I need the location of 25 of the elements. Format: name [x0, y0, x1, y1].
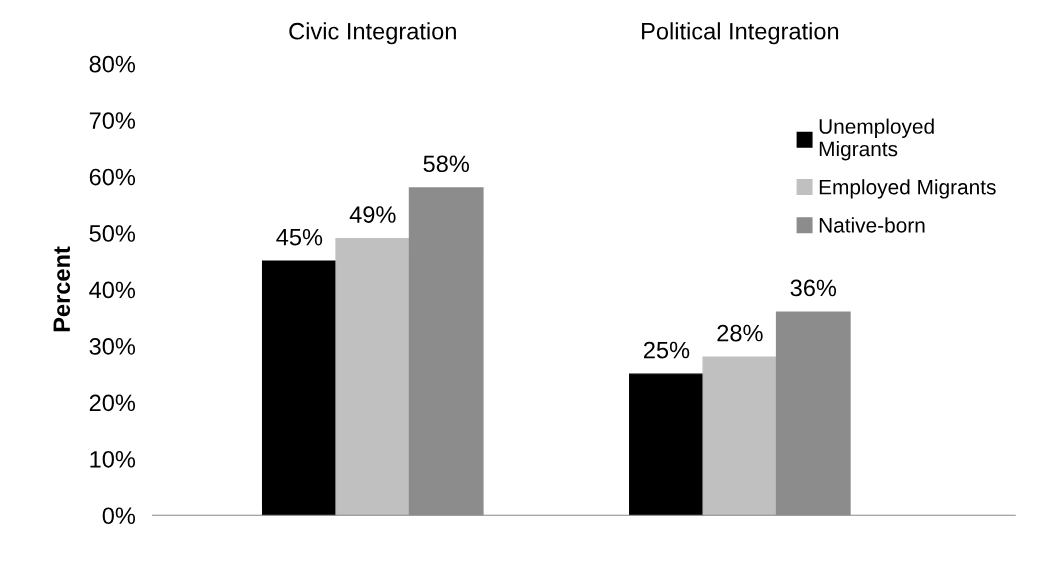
- y-tick-label: 20%: [89, 394, 136, 412]
- bar: [261, 260, 337, 516]
- y-tick-label: 30%: [89, 338, 136, 355]
- data-label: 36%: [790, 279, 837, 297]
- y-axis-title: Percent: [53, 246, 71, 332]
- legend-label: Native-born: [819, 217, 925, 233]
- bar: [702, 356, 778, 516]
- bar: [335, 237, 411, 516]
- data-label: 25%: [644, 341, 690, 359]
- y-tick-label: 10%: [90, 450, 136, 468]
- data-label: 28%: [717, 324, 763, 342]
- y-tick-label: 60%: [89, 168, 136, 186]
- legend-label: Employed Migrants: [819, 179, 996, 199]
- x-tick-label: Civic Integration: [289, 22, 456, 45]
- legend-label: Unemployed Migrants: [819, 118, 934, 161]
- data-label: 45%: [276, 228, 323, 246]
- data-label: 58%: [423, 155, 469, 173]
- x-tick-label: Political Integration: [642, 22, 839, 45]
- bar: [629, 373, 704, 516]
- y-tick-label: 0%: [102, 507, 136, 525]
- data-label: 49%: [349, 206, 396, 223]
- y-tick-label: 50%: [89, 225, 136, 242]
- y-tick-label: 80%: [89, 55, 136, 73]
- y-tick-label: 70%: [89, 112, 136, 129]
- y-tick-label: 40%: [89, 281, 136, 299]
